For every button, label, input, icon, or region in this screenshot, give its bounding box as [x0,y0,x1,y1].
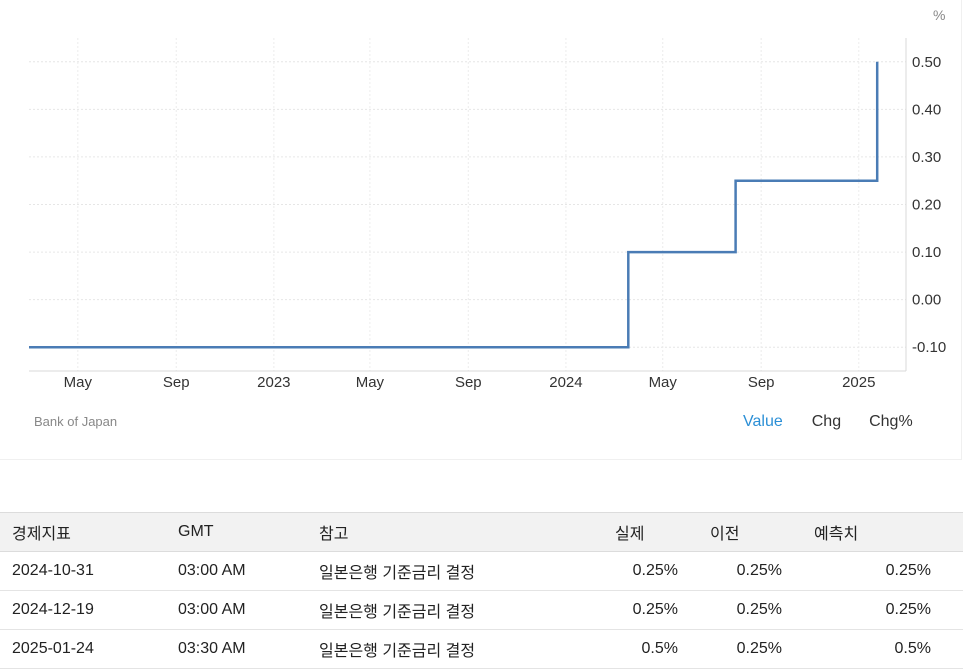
header-previous: 이전 [710,512,814,552]
y-unit-label: % [933,7,945,23]
rate-chart: 0.50 0.40 0.30 0.20 0.10 0.00 -0.10 May Sep 2023 M… [29,7,946,391]
y-tick-label: 0.30 [912,149,941,166]
cell-reference: 일본은행 기준금리 결정 [307,590,615,630]
header-actual: 실제 [615,512,710,552]
cell-reference: 일본은행 기준금리 결정 [307,551,615,591]
table-header-row: 경제지표 GMT 참고 실제 이전 예측치 [0,512,963,552]
x-tick-label: Sep [748,374,775,391]
x-tick-label: 2025 [842,374,875,391]
x-tick-label: May [356,374,385,391]
x-tick-label: 2024 [549,374,582,391]
view-toggle: Value Chg Chg% [743,413,913,431]
rate-series-line [29,61,879,349]
y-tick-label: 0.00 [912,292,941,309]
x-tick-label: Sep [163,374,190,391]
cell-forecast: 0.25% [814,551,963,591]
cell-previous: 0.25% [710,590,814,630]
x-tick-label: 2023 [257,374,290,391]
cell-previous: 0.25% [710,629,814,669]
chart-source: Bank of Japan [34,414,118,429]
y-tick-label: 0.20 [912,197,941,214]
cell-forecast: 0.25% [814,590,963,630]
x-tick-label: Sep [455,374,482,391]
table-row: 2024-10-31 03:00 AM 일본은행 기준금리 결정 0.25% 0.25%… [0,551,963,591]
cell-forecast: 0.5% [814,629,963,669]
cell-reference: 일본은행 기준금리 결정 [307,629,615,669]
cell-gmt: 03:00 AM [166,590,307,630]
y-tick-label: 0.40 [912,101,941,118]
events-table: 경제지표 GMT 참고 실제 이전 예측치 2024-10-31 03:00 AM… [0,512,963,669]
header-reference: 참고 [307,512,615,552]
table-row: 2025-01-24 03:30 AM 일본은행 기준금리 결정 0.5% 0.25% 0… [0,629,963,669]
y-tick-label: 0.10 [912,244,941,261]
header-indicator: 경제지표 [0,512,166,552]
y-tick-label: 0.50 [912,54,941,71]
tab-chg-pct[interactable]: Chg% [869,413,913,430]
cell-date: 2024-10-31 [0,551,166,591]
header-gmt: GMT [166,512,307,552]
cell-gmt: 03:00 AM [166,551,307,591]
cell-actual: 0.25% [615,590,710,630]
tab-chg[interactable]: Chg [811,413,842,430]
header-forecast: 예측치 [814,512,963,552]
cell-date: 2025-01-24 [0,629,166,669]
table-row: 2024-12-19 03:00 AM 일본은행 기준금리 결정 0.25% 0.25%… [0,590,963,630]
cell-actual: 0.25% [615,551,710,591]
y-tick-label: -0.10 [912,339,946,356]
cell-previous: 0.25% [710,551,814,591]
cell-date: 2024-12-19 [0,590,166,630]
cell-actual: 0.5% [615,629,710,669]
x-tick-label: May [64,374,93,391]
x-tick-label: May [649,374,678,391]
cell-gmt: 03:30 AM [166,629,307,669]
chart-panel: 0.50 0.40 0.30 0.20 0.10 0.00 -0.10 May Sep 2023 M… [0,0,962,460]
tab-value[interactable]: Value [743,413,783,430]
